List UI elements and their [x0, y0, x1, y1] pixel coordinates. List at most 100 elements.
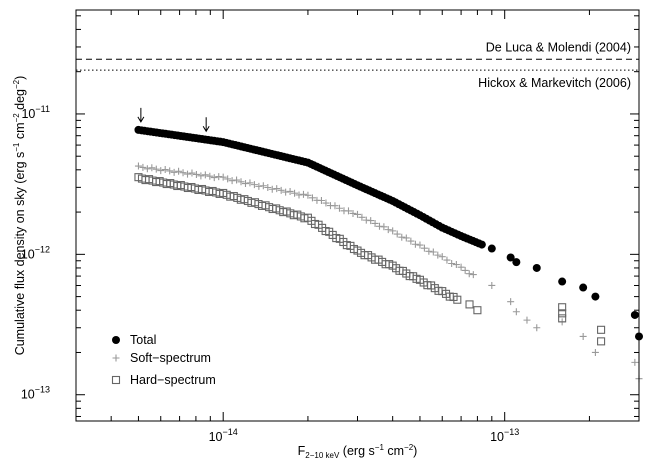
x-axis-label-exponent: −2 [404, 443, 414, 452]
data-point [488, 281, 496, 289]
data-point [411, 240, 419, 248]
data-point [393, 230, 401, 238]
y-axis-label-part: deg [13, 89, 27, 113]
data-point [317, 196, 325, 204]
data-point [139, 163, 147, 171]
data-point [469, 271, 477, 279]
labels-layer: De Luca & Molendi (2004) Hickox & Markevi… [12, 40, 631, 460]
data-point [349, 209, 357, 217]
data-point [532, 263, 541, 272]
data-point [461, 266, 469, 274]
data-point [148, 164, 156, 172]
x-tick-label: 10−13 [490, 427, 519, 444]
data-point [367, 217, 375, 225]
data-point [237, 178, 245, 186]
data-point [533, 324, 541, 332]
data-point [210, 174, 218, 182]
y-axis-label-exponent: −2 [12, 79, 21, 89]
data-point [407, 237, 415, 245]
y-tick-label: 10−13 [21, 385, 50, 402]
y-axis-label: Cumulative flux density on sky (erg s−1 … [12, 76, 27, 356]
data-point [188, 169, 196, 177]
data-point [457, 263, 465, 271]
y-tick-label-exponent: −13 [35, 385, 50, 395]
y-axis-label-part: cm [13, 122, 27, 142]
data-point [157, 167, 165, 175]
data-point [219, 173, 227, 181]
data-point [425, 247, 433, 255]
data-point [291, 189, 299, 197]
legend-label-3: Hard−spectrum [130, 373, 216, 387]
data-point [523, 316, 531, 324]
data-point [438, 253, 446, 261]
data-point [473, 306, 482, 315]
data-point [170, 168, 178, 176]
y-axis-label-part: Cumulative flux density on sky (erg s [13, 152, 27, 356]
data-point [380, 223, 388, 231]
data-point [192, 170, 200, 178]
data-point [558, 309, 567, 318]
data-point [286, 187, 294, 195]
data-point [416, 241, 424, 249]
legend-marker-2 [112, 354, 120, 362]
y-axis-label-exponent: −1 [12, 142, 21, 152]
data-point [322, 199, 330, 207]
data-point [241, 180, 249, 188]
data-point [335, 204, 343, 212]
data-point [579, 332, 587, 340]
data-point [579, 283, 588, 292]
x-tick-label: 10−14 [209, 427, 238, 444]
data-point [443, 256, 451, 264]
data-point [268, 185, 276, 193]
data-point [197, 172, 205, 180]
data-point [420, 244, 428, 252]
data-point [331, 202, 339, 210]
data-point [282, 188, 290, 196]
data-point [591, 292, 600, 301]
data-point [597, 337, 606, 346]
data-point [631, 358, 639, 366]
data-point [273, 185, 281, 193]
data-point [452, 261, 460, 269]
data-point [255, 182, 263, 190]
data-point [465, 300, 474, 309]
x-tick-label-exponent: −13 [504, 427, 519, 437]
data-point [591, 348, 599, 356]
data-point [259, 182, 267, 190]
data-point [558, 303, 567, 312]
data-point [277, 186, 285, 194]
data-point [246, 179, 254, 187]
data-point [429, 248, 437, 256]
data-point [487, 244, 496, 253]
arrow-marker-1 [137, 107, 145, 123]
data-point [389, 227, 397, 235]
x-axis-label-part: cm [384, 444, 404, 458]
legend-label-1: Total [130, 333, 156, 347]
x-axis-label: F2−10 keV (erg s−1 cm−2) [298, 443, 418, 460]
x-tick-label-exponent: −14 [223, 427, 238, 437]
data-point [233, 176, 241, 184]
data-point [448, 260, 456, 268]
y-axis-label-exponent: −2 [12, 113, 21, 123]
series-layer [134, 125, 643, 383]
series-open-square [134, 173, 606, 346]
series-plus [134, 162, 643, 383]
legend-marker-3 [111, 375, 121, 385]
data-point [507, 298, 515, 306]
data-point [371, 219, 379, 227]
data-point [558, 277, 567, 286]
data-point [179, 169, 187, 177]
data-point [597, 325, 606, 334]
x-axis-label-exponent: −1 [375, 443, 385, 452]
data-point [134, 162, 142, 170]
arrow-marker-2 [202, 117, 210, 133]
data-point [166, 167, 174, 175]
data-point [402, 234, 410, 242]
legend-label-2: Soft−spectrum [130, 351, 211, 365]
data-point [308, 194, 316, 202]
data-point [295, 191, 303, 199]
ticks-layer [75, 10, 639, 421]
data-point [143, 165, 151, 173]
data-point [152, 165, 160, 173]
